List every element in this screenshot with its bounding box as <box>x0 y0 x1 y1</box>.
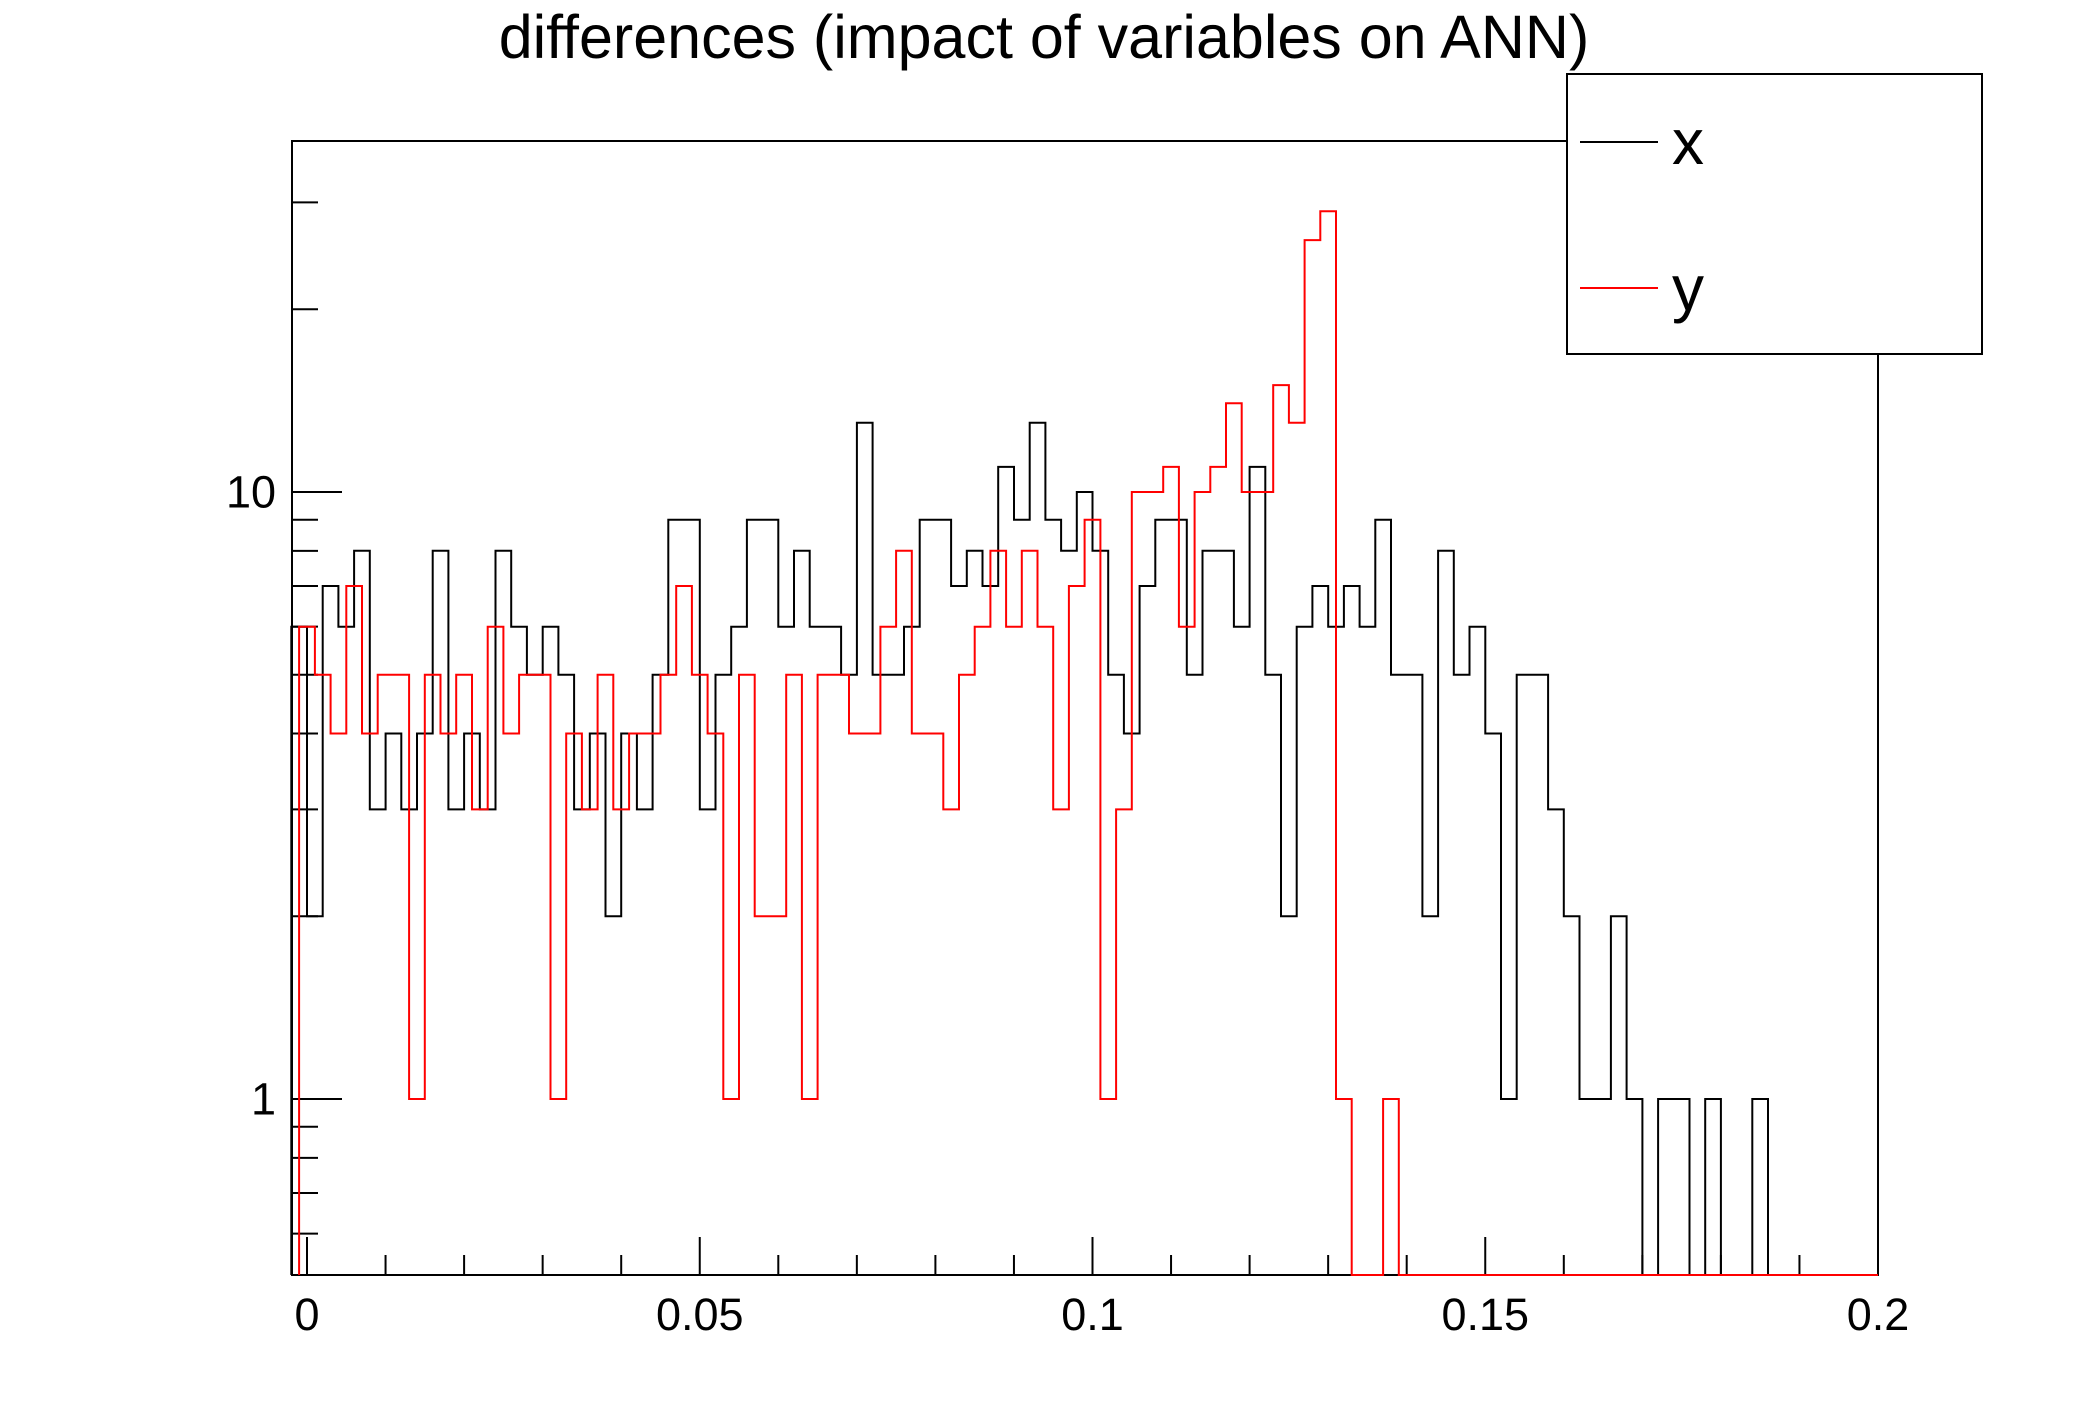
y-axis-tick-label: 1 <box>251 1074 276 1125</box>
x-axis-tick-label: 0 <box>294 1289 319 1340</box>
series-y-line <box>298 210 1878 1276</box>
legend-box <box>1566 73 1983 355</box>
legend-label-x: x <box>1672 106 1704 178</box>
x-axis-tick-label: 0.15 <box>1441 1289 1529 1340</box>
x-axis-tick-label: 0.2 <box>1847 1289 1910 1340</box>
y-axis-tick-label: 10 <box>226 467 276 518</box>
x-axis-tick-label: 0.05 <box>656 1289 744 1340</box>
chart-title: differences (impact of variables on ANN) <box>498 3 1590 71</box>
series-x-line <box>290 421 1878 1276</box>
x-axis-tick-label: 0.1 <box>1061 1289 1124 1340</box>
legend-label-y: y <box>1672 252 1704 324</box>
